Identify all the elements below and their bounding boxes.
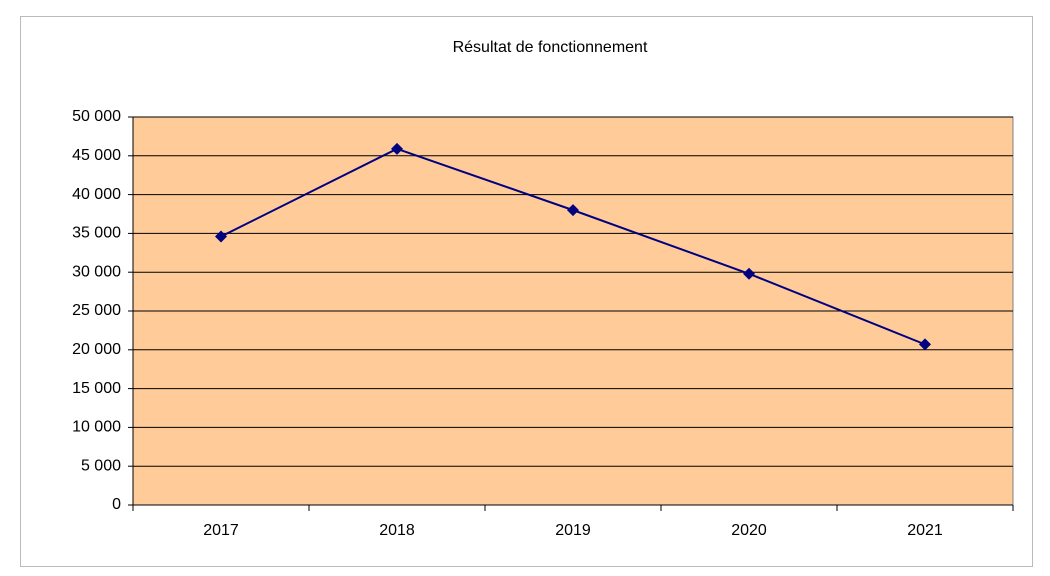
data-point (567, 204, 579, 217)
data-point (391, 142, 403, 155)
x-tick-label: 2017 (203, 522, 239, 539)
y-tick-label: 20 000 (72, 341, 121, 358)
x-tick-label: 2019 (555, 522, 591, 539)
chart-title: Résultat de fonctionnement (453, 39, 648, 56)
y-tick-label: 35 000 (72, 225, 121, 242)
y-tick-label: 25 000 (72, 302, 121, 319)
y-tick-label: 15 000 (72, 380, 121, 397)
data-point (743, 267, 755, 280)
x-tick-label: 2018 (379, 522, 415, 539)
x-tick-label: 2020 (731, 522, 767, 539)
y-tick-label: 50 000 (72, 108, 121, 125)
y-tick-label: 30 000 (72, 263, 121, 280)
x-tick-label: 2021 (907, 522, 943, 539)
data-point (919, 338, 931, 351)
y-tick-label: 0 (112, 496, 121, 513)
y-tick-label: 40 000 (72, 186, 121, 203)
y-tick-label: 10 000 (72, 419, 121, 436)
y-tick-label: 45 000 (72, 147, 121, 164)
y-tick-label: 5 000 (81, 457, 121, 474)
data-point (215, 230, 227, 243)
